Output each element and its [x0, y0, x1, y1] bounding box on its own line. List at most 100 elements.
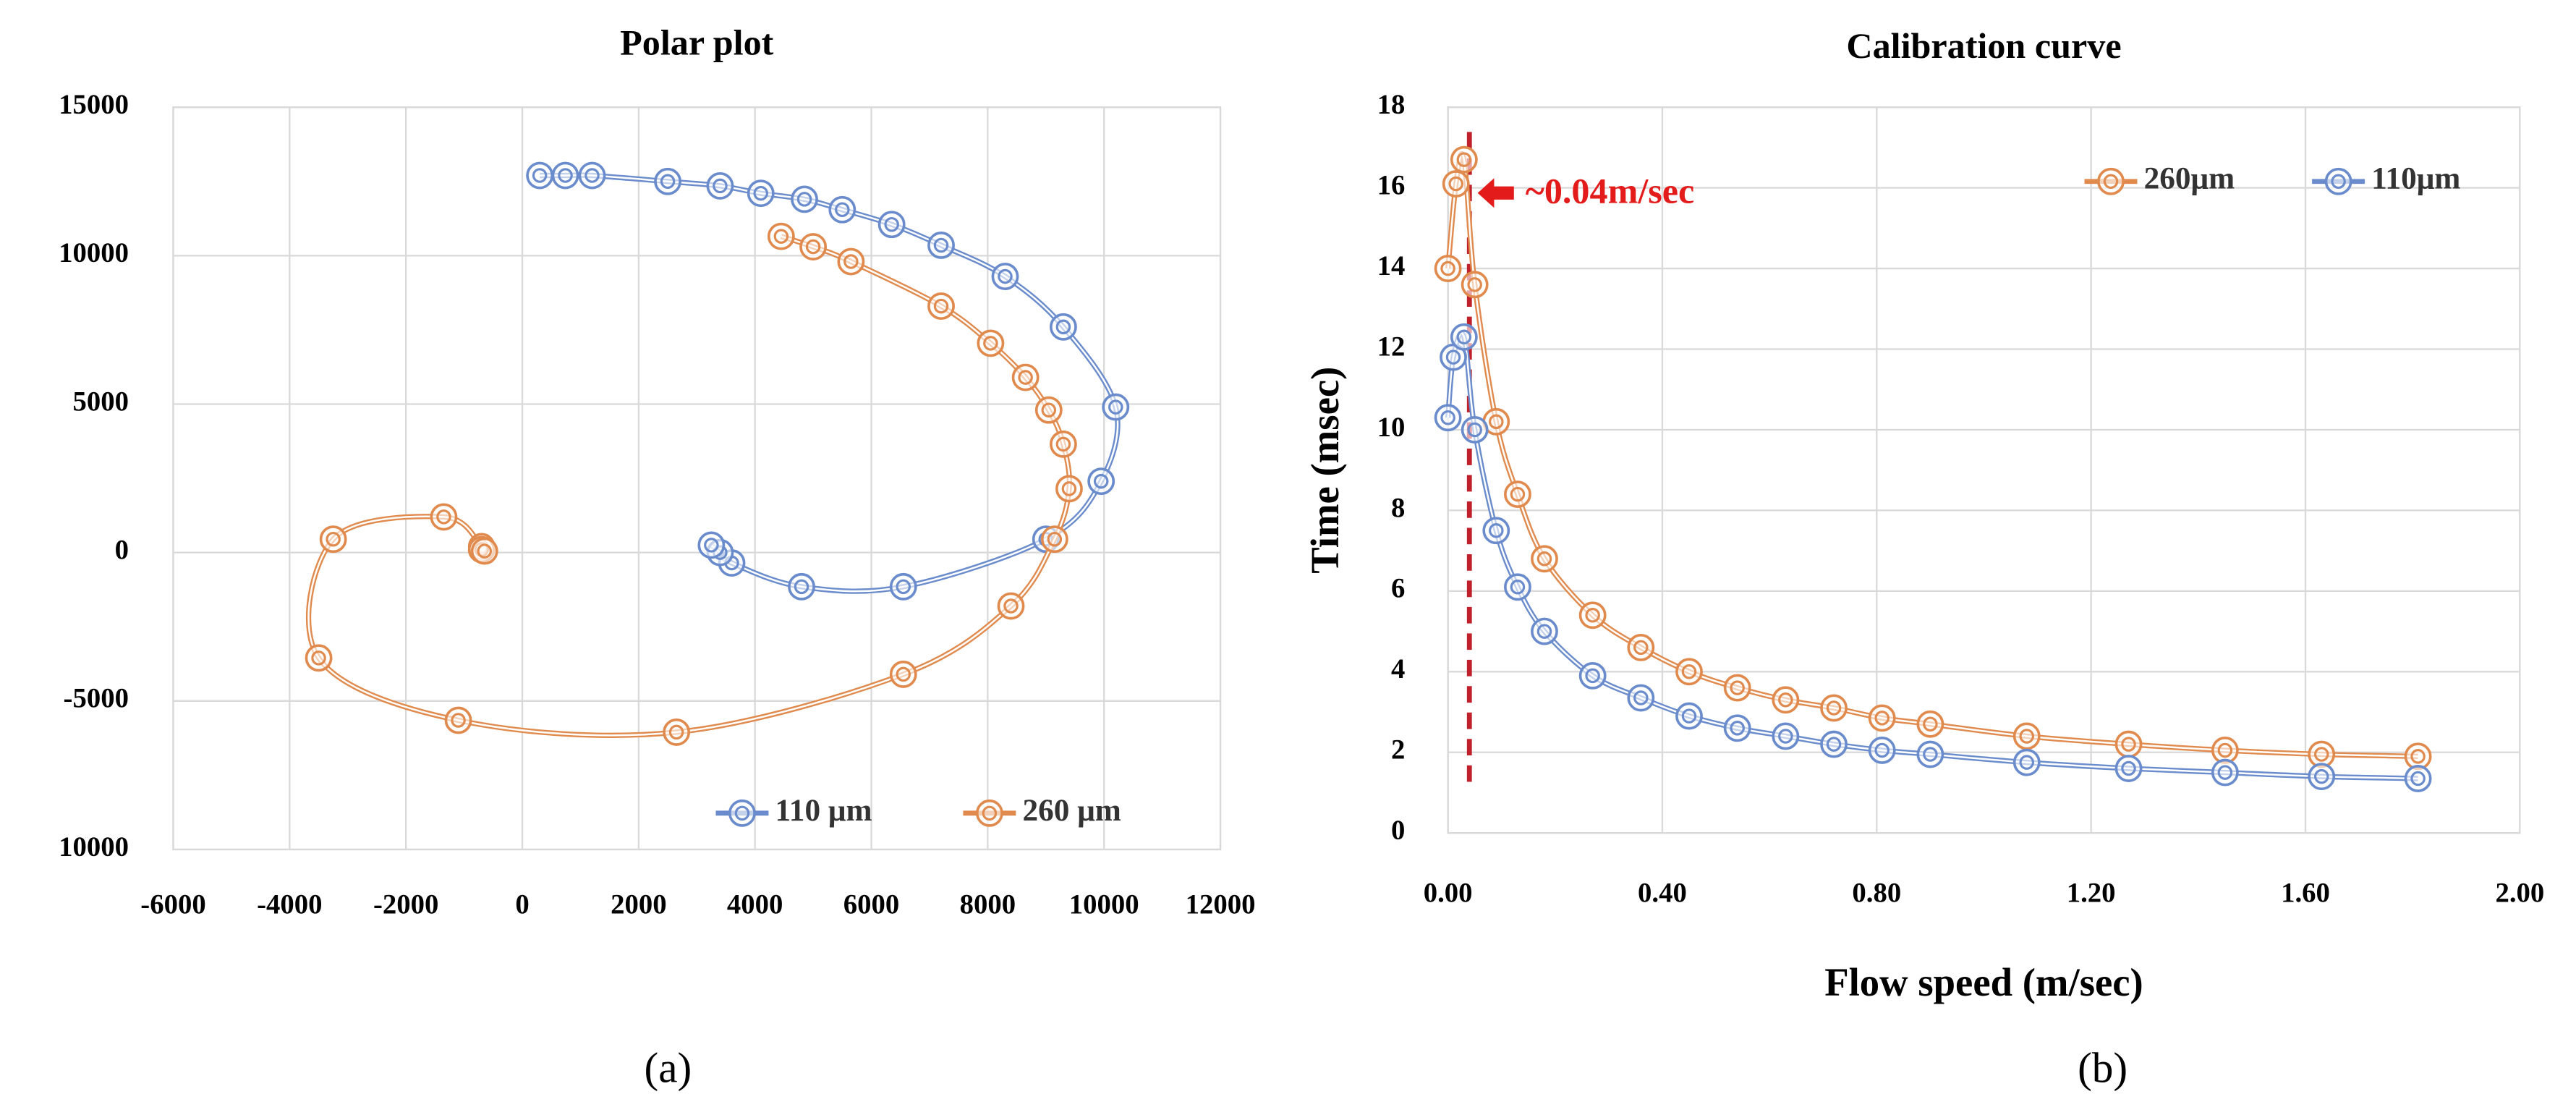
marker-core — [1585, 668, 1600, 684]
x-tick-label: 2000 — [611, 889, 667, 920]
marker-ring — [1627, 633, 1655, 661]
annotation-arrow — [1477, 178, 1514, 208]
marker-core — [2410, 771, 2426, 787]
y-tick-label: 5000 — [72, 386, 129, 417]
marker-core — [1456, 329, 1472, 345]
marker — [1034, 396, 1063, 424]
marker — [1916, 740, 1944, 768]
marker-ring — [1578, 601, 1607, 629]
marker-core — [2019, 729, 2035, 744]
marker-ring — [977, 329, 1005, 357]
marker — [1482, 407, 1510, 436]
marker-ring — [877, 211, 906, 239]
marker-ring — [1675, 658, 1703, 686]
y-tick-label: 14 — [1377, 250, 1406, 281]
marker-core — [2313, 747, 2329, 762]
marker-core — [2313, 768, 2329, 784]
marker-ring — [1087, 467, 1115, 496]
marker-ring — [2097, 167, 2125, 195]
marker — [1820, 730, 1848, 758]
marker-core — [1018, 370, 1033, 385]
marker — [1102, 393, 1130, 421]
marker — [470, 537, 498, 565]
marker — [1723, 714, 1751, 742]
marker — [1868, 704, 1896, 732]
marker-core — [1055, 436, 1071, 452]
marker-core — [1730, 721, 1745, 736]
marker-core — [1585, 608, 1600, 623]
marker — [828, 195, 856, 224]
marker-ring — [1820, 730, 1848, 758]
marker-core — [1108, 399, 1123, 415]
caption: (a) — [644, 1043, 692, 1091]
marker-ring — [430, 503, 458, 531]
marker — [1040, 525, 1068, 554]
marker-core — [1093, 473, 1109, 489]
marker-ring — [2012, 748, 2041, 776]
marker — [2211, 758, 2239, 787]
y-tick-label: 6 — [1391, 573, 1405, 604]
marker-core — [1489, 523, 1504, 538]
x-tick-label: 10000 — [1069, 889, 1139, 920]
marker-core — [2217, 765, 2233, 780]
marker-ring — [1916, 740, 1944, 768]
marker-core — [1826, 737, 1842, 752]
marker-ring — [2114, 755, 2143, 782]
marker-ring — [767, 222, 795, 250]
marker — [2324, 167, 2352, 195]
marker — [1531, 617, 1558, 645]
marker-ring — [2404, 765, 2432, 792]
marker-core — [713, 178, 728, 194]
marker — [997, 592, 1025, 620]
plot-frame — [172, 106, 1222, 851]
marker — [977, 329, 1005, 357]
marker — [991, 263, 1019, 290]
marker-ring — [1820, 694, 1848, 722]
marker-core — [933, 237, 949, 253]
marker-core — [1041, 402, 1057, 417]
marker-core — [753, 185, 768, 201]
marker — [1087, 467, 1115, 496]
marker-core — [1681, 664, 1697, 679]
marker-ring — [1504, 480, 1531, 509]
y-tick-label: 16 — [1377, 170, 1406, 201]
marker-core — [1489, 414, 1504, 430]
marker — [1627, 633, 1655, 661]
marker — [305, 644, 333, 672]
marker-core — [1055, 319, 1071, 335]
marker-core — [451, 713, 466, 728]
marker-ring — [1450, 323, 1478, 351]
marker-core — [983, 336, 998, 351]
marker-ring — [889, 660, 917, 688]
marker — [1820, 694, 1848, 722]
marker-ring — [1504, 573, 1531, 601]
marker-ring — [991, 263, 1019, 290]
marker-core — [2121, 737, 2136, 752]
marker-core — [982, 805, 998, 821]
y-tick-label: 2 — [1391, 734, 1405, 766]
annotation: ~0.04m/sec — [1526, 171, 1695, 211]
marker-core — [796, 192, 812, 207]
marker-ring — [2308, 763, 2336, 791]
marker-core — [884, 216, 899, 232]
marker-ring — [1442, 170, 1470, 198]
marker-ring — [1723, 674, 1751, 702]
marker — [1578, 601, 1607, 629]
x-tick-label: 1.20 — [2067, 878, 2116, 909]
marker-ring — [791, 185, 818, 213]
marker — [1916, 710, 1944, 738]
marker-core — [843, 254, 859, 269]
marker-core — [477, 543, 492, 559]
marker-ring — [1040, 525, 1068, 554]
marker-ring — [444, 706, 472, 734]
chart-title: Calibration curve — [1846, 25, 2121, 66]
marker — [799, 233, 828, 260]
marker — [663, 718, 691, 746]
marker-core — [1874, 742, 1890, 758]
marker-ring — [551, 161, 579, 190]
marker-ring — [654, 167, 681, 195]
marker-ring — [747, 179, 775, 208]
marker — [551, 161, 579, 190]
marker-core — [1003, 598, 1019, 614]
marker — [767, 222, 795, 250]
